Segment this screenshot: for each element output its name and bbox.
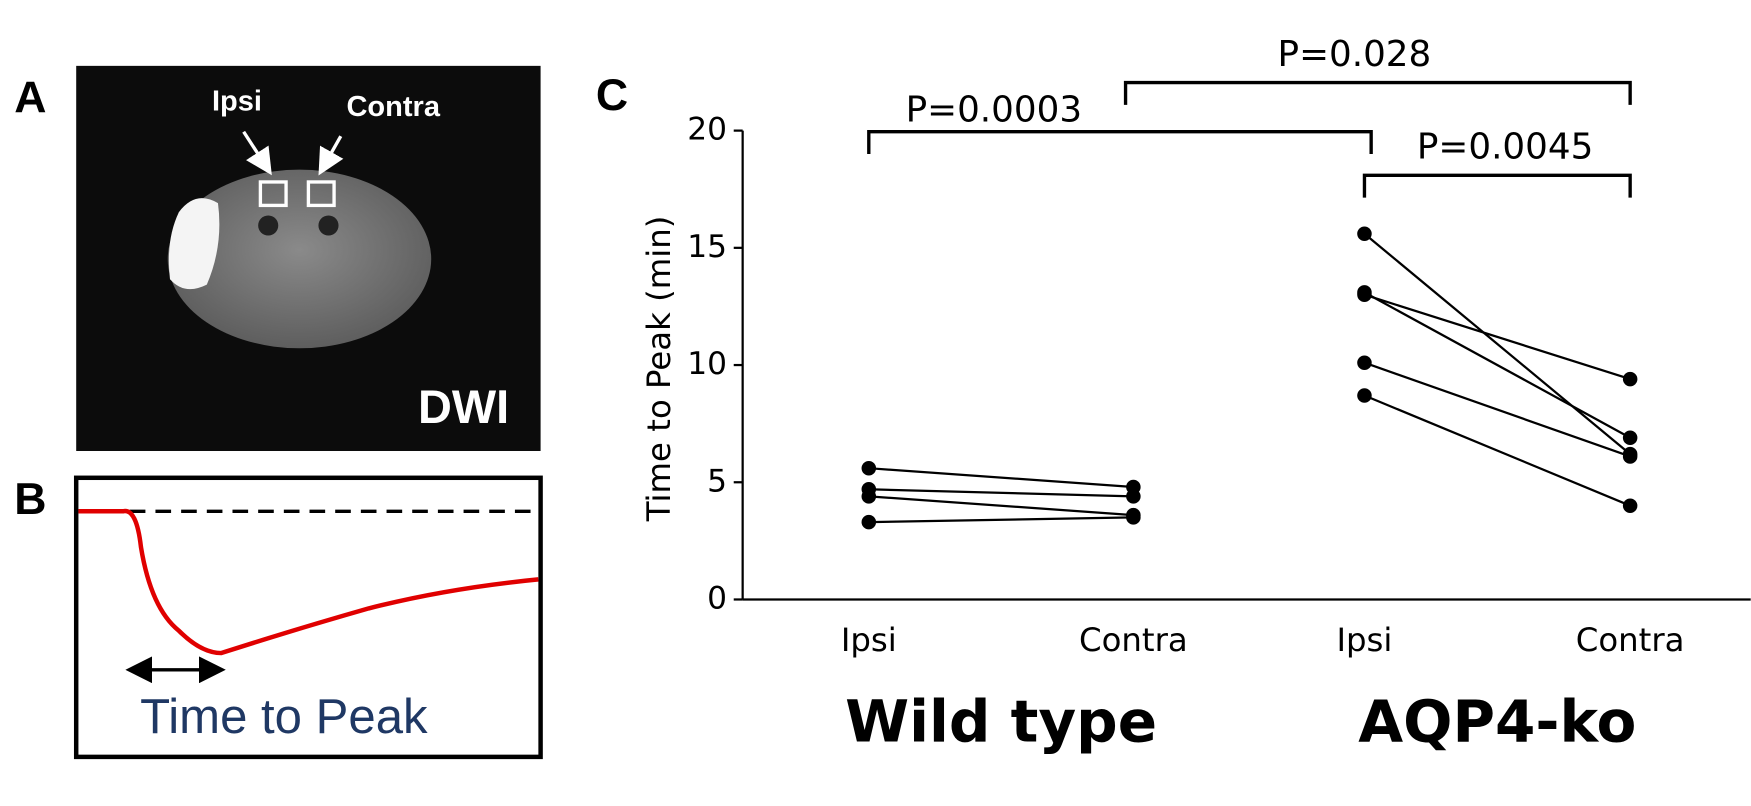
y-tick-label: 5 (707, 463, 727, 499)
data-point (1357, 285, 1372, 300)
data-point (861, 460, 877, 476)
panel-label: A (14, 73, 46, 122)
data-point (1126, 510, 1141, 525)
data-point (1357, 226, 1372, 242)
panel-label: B (14, 475, 46, 524)
x-tick-label: Contra (1079, 621, 1188, 659)
signal-curve (78, 508, 539, 656)
caption: Time to Peak (140, 690, 428, 744)
p-value: P=0.028 (1278, 34, 1432, 75)
p-value: P=0.0045 (1417, 126, 1593, 167)
data-point (861, 489, 877, 504)
y-axis-label: Time to Peak (min) (640, 216, 678, 523)
p-value: P=0.0003 (906, 90, 1082, 131)
y-tick-label: 20 (687, 112, 727, 148)
roi-label: Ipsi (212, 85, 262, 117)
significance-bracket (867, 130, 1373, 155)
pair-line (868, 516, 1134, 524)
y-tick-label: 10 (687, 346, 727, 382)
group-label: Wild type (845, 688, 1157, 756)
data-point (1126, 489, 1141, 504)
y-tick-label: 15 (687, 229, 727, 265)
roi-label: Contra (346, 91, 440, 123)
data-point (1357, 355, 1372, 370)
y-tick-label: 0 (707, 580, 727, 616)
group-label: AQP4-ko (1358, 688, 1636, 756)
panel-label: C (596, 71, 628, 120)
pair-line (1364, 293, 1631, 381)
significance-bracket (1362, 173, 1632, 198)
significance-bracket (1123, 80, 1632, 105)
data-point (1622, 498, 1638, 513)
x-tick-label: Ipsi (841, 621, 897, 659)
image-label: DWI (418, 381, 509, 433)
pair-line (1364, 394, 1631, 507)
data-point (1357, 388, 1372, 403)
pair-line (1363, 232, 1631, 455)
pair-line (1364, 361, 1631, 458)
pair-line (868, 467, 1134, 489)
data-point (861, 514, 877, 530)
data-point (1622, 430, 1638, 445)
x-tick-label: Ipsi (1336, 621, 1392, 659)
pair-line (868, 488, 1134, 498)
pair-line (868, 495, 1134, 517)
x-tick-label: Contra (1576, 621, 1685, 659)
data-point (1622, 449, 1638, 464)
signal-box (73, 475, 543, 760)
brain-slice (167, 130, 432, 349)
data-point (1622, 371, 1638, 387)
pair-line (1363, 291, 1631, 439)
